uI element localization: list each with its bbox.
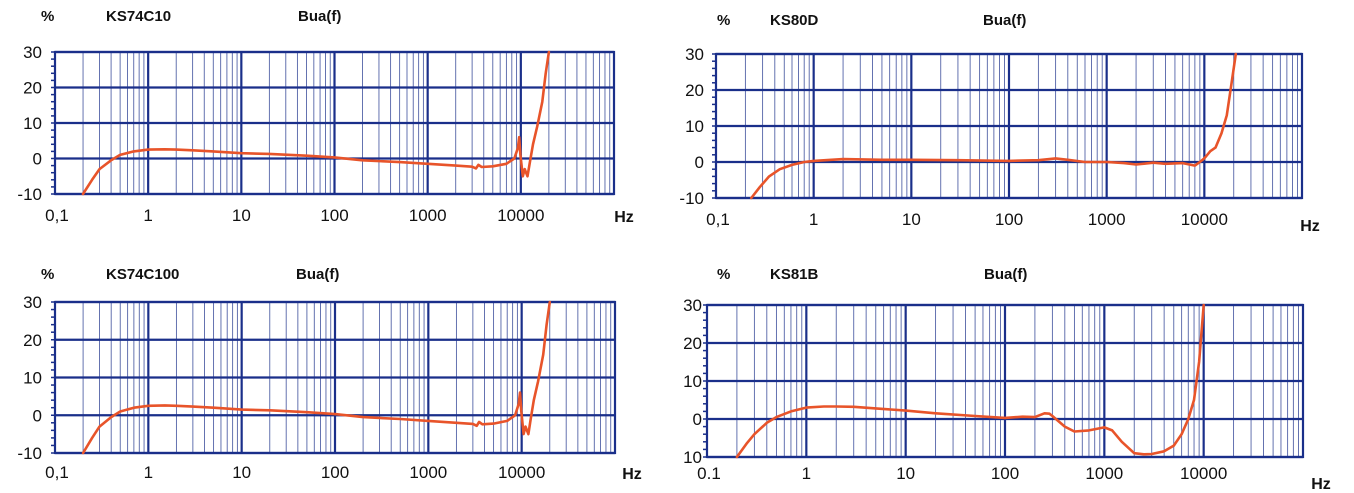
y-unit-label: % (41, 8, 55, 25)
y-unit-label: % (41, 266, 55, 283)
y-tick-label: 30 (683, 296, 702, 315)
y-minor-ticks (712, 53, 716, 199)
chart-panel-ks74c100: % KS74C100 Bua(f) 30 20 10 0 -10 0,1 1 10 100 100… (0, 240, 677, 493)
y-tick-label: 0 (693, 410, 702, 429)
x-tick-label: 10 (896, 464, 915, 483)
x-tick-label: 0,1 (45, 206, 69, 225)
x-tick-label: 1000 (1085, 464, 1123, 483)
x-tick-label: 0.1 (697, 464, 721, 483)
y-tick-label: 0 (33, 406, 42, 425)
y-tick-label: -10 (679, 189, 704, 208)
chart-title: KS74C100 (106, 266, 180, 283)
y-tick-label: 0 (695, 153, 704, 172)
x-tick-label: 1 (802, 464, 811, 483)
y-minor-ticks (51, 301, 55, 454)
y-unit-label: % (717, 12, 731, 29)
function-label: Bua(f) (984, 266, 1028, 283)
x-tick-label: 1000 (1088, 210, 1126, 229)
x-tick-label: 10000 (1181, 210, 1228, 229)
series-line (81, 50, 551, 196)
y-tick-label: 30 (23, 293, 42, 312)
x-axis-label: Hz (614, 209, 634, 226)
x-axis-label: Hz (622, 466, 642, 483)
x-tick-label: 10000 (498, 463, 545, 482)
x-tick-label: 10000 (497, 206, 544, 225)
x-axis-label: Hz (1311, 476, 1331, 493)
x-tick-label: 1000 (409, 206, 447, 225)
x-tick-label: 100 (991, 464, 1019, 483)
x-tick-label: 1 (144, 463, 153, 482)
x-tick-label: 10 (232, 463, 251, 482)
x-axis-label: Hz (1300, 218, 1320, 235)
chart-panel-ks80d: % KS80D Bua(f) 30 20 10 0 -10 0,1 1 10 100 1000 10… (677, 0, 1354, 240)
y-tick-label: 20 (23, 331, 42, 350)
chart-title: KS80D (770, 12, 819, 29)
series-line (735, 303, 1206, 459)
function-label: Bua(f) (983, 12, 1027, 29)
y-tick-label: 10 (23, 369, 42, 388)
x-tick-label: 100 (320, 206, 348, 225)
y-minor-ticks (703, 304, 707, 458)
series-line (750, 52, 1238, 200)
x-tick-label: 0,1 (45, 463, 69, 482)
y-tick-label: 20 (23, 79, 42, 98)
y-tick-label: 10 (683, 448, 702, 467)
function-label: Bua(f) (298, 8, 342, 25)
x-tick-label: 1 (143, 206, 152, 225)
y-tick-label: 30 (685, 45, 704, 64)
x-tick-label: 1000 (409, 463, 447, 482)
chart-panel-ks74c10: % KS74C10 Bua(f) 30 20 10 0 -10 0,1 1 10 100 1000… (0, 0, 677, 240)
y-unit-label: % (717, 266, 731, 283)
chart-title: KS74C10 (106, 8, 172, 25)
chart-title: KS81B (770, 266, 819, 283)
x-tick-label: 1 (809, 210, 818, 229)
y-tick-label: -10 (17, 444, 42, 463)
x-tick-label: 10000 (1180, 464, 1227, 483)
x-tick-label: 100 (995, 210, 1023, 229)
x-tick-label: 10 (902, 210, 921, 229)
series-line (81, 300, 552, 455)
function-label: Bua(f) (296, 266, 340, 283)
y-tick-label: 10 (685, 117, 704, 136)
y-tick-label: 10 (23, 114, 42, 133)
y-tick-label: 10 (683, 372, 702, 391)
y-tick-label: 30 (23, 43, 42, 62)
x-tick-label: 100 (321, 463, 349, 482)
y-tick-label: 0 (33, 150, 42, 169)
y-tick-label: 20 (685, 81, 704, 100)
y-tick-label: -10 (17, 185, 42, 204)
x-tick-label: 0,1 (706, 210, 730, 229)
chart-panel-ks81b: % KS81B Bua(f) 30 20 10 0 10 0.1 1 10 100 1000 100… (677, 240, 1354, 493)
x-tick-label: 10 (232, 206, 251, 225)
y-tick-label: 20 (683, 334, 702, 353)
y-minor-ticks (51, 51, 55, 195)
